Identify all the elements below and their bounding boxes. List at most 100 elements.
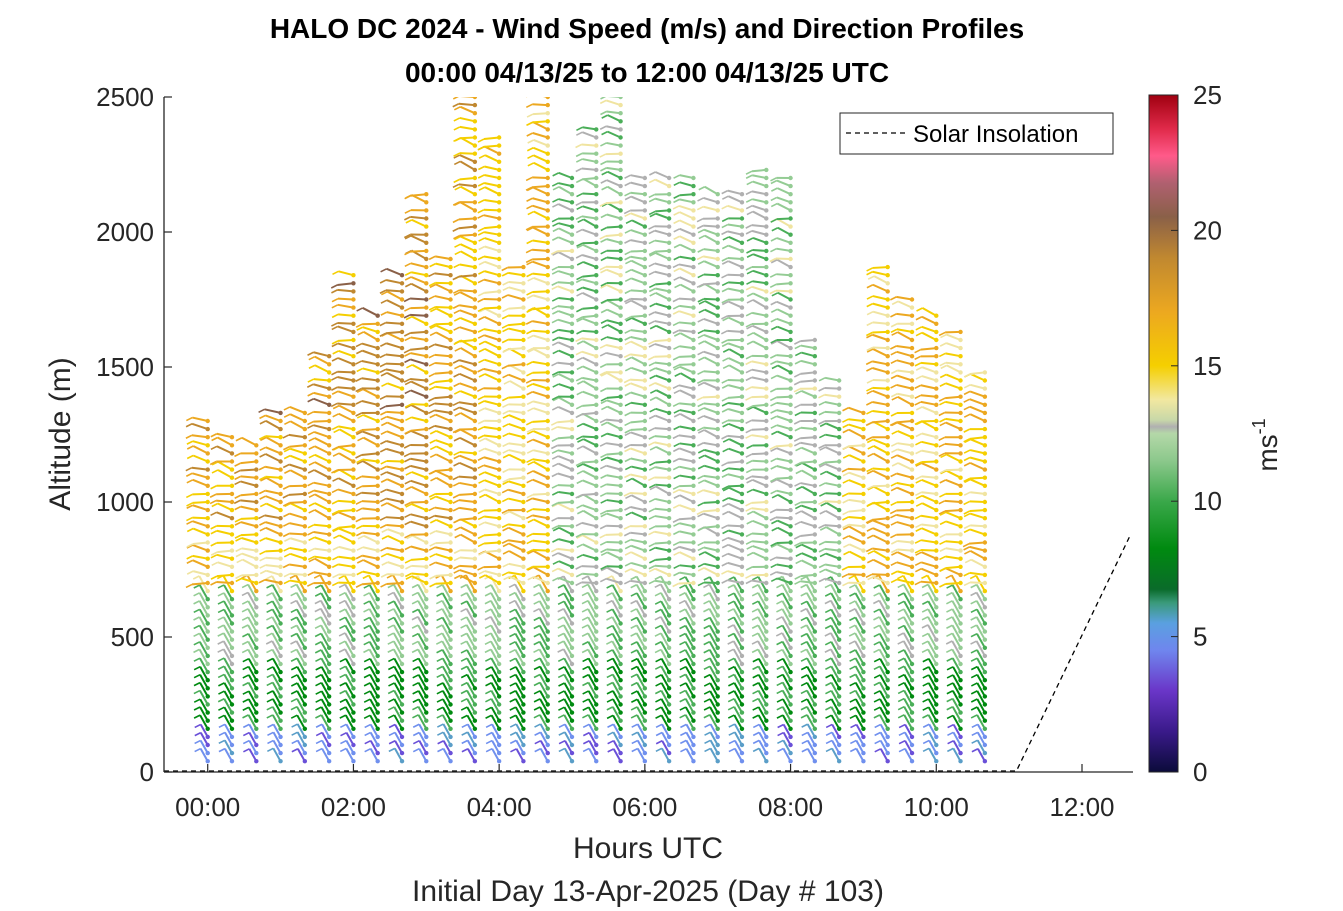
wind-barb [630, 336, 646, 341]
wind-barb-dot [788, 718, 793, 723]
wind-barb-dot [521, 426, 526, 432]
wind-barb-dot [764, 750, 769, 756]
wind-barb-flag [290, 632, 298, 638]
wind-barb-flag [478, 245, 486, 251]
wind-barb-dot [399, 499, 405, 505]
wind-barb [483, 297, 500, 301]
wind-barb-dot [715, 200, 720, 205]
wind-barb-flag [558, 731, 566, 736]
wind-barb-flag [576, 510, 584, 515]
wind-barb-dot [448, 556, 453, 561]
wind-barb-dot [594, 305, 599, 310]
wind-barb [191, 582, 208, 586]
wind-barb-dot [715, 362, 720, 367]
wind-barb [776, 478, 791, 487]
wind-barb [678, 310, 694, 317]
wind-barb-dot [569, 175, 575, 181]
wind-barb-flag [502, 563, 510, 568]
wind-barb-dot [788, 175, 793, 181]
wind-barb-dot [229, 645, 235, 650]
wind-barb-dot [764, 524, 769, 529]
wind-barb-flag [412, 666, 420, 671]
wind-barb [752, 545, 767, 552]
wind-barb [508, 550, 524, 560]
wind-barb [606, 512, 621, 520]
wind-barb-dot [545, 426, 550, 432]
wind-barb-dot [399, 653, 405, 659]
wind-barb-flag [508, 583, 516, 589]
wind-barb [734, 748, 743, 762]
wind-barb-dot [399, 710, 405, 715]
wind-barb [484, 541, 500, 545]
wind-barb [394, 740, 403, 754]
wind-barb-flag [600, 566, 608, 572]
wind-barb-dot [691, 248, 696, 254]
wind-barb-flag [600, 269, 607, 274]
wind-barb-dot [472, 491, 478, 497]
wind-barb-flag [745, 360, 753, 366]
wind-barb-flag [721, 435, 728, 440]
wind-barb-flag [290, 705, 298, 711]
wind-barb [441, 640, 452, 657]
wind-barb-flag [795, 552, 803, 557]
wind-barb [587, 592, 598, 608]
wind-barb-flag [624, 465, 632, 471]
wind-barb-dot [594, 208, 599, 213]
wind-barb [733, 690, 743, 705]
wind-barb-dot [326, 556, 332, 561]
wind-barb-flag [388, 723, 396, 729]
wind-barb-dot [739, 386, 745, 391]
wind-barb-dot [764, 232, 769, 237]
wind-barb-flag [752, 658, 760, 663]
wind-barb [708, 592, 719, 608]
wind-barb [465, 584, 476, 600]
wind-barb-flag [575, 201, 583, 207]
wind-barb-flag [672, 310, 680, 315]
wind-barb [508, 422, 524, 431]
wind-barb [321, 723, 331, 738]
wind-barb-dot [739, 694, 745, 699]
wind-barb-flag [770, 402, 777, 407]
wind-barb-flag [631, 731, 639, 736]
wind-barb [630, 428, 645, 431]
wind-barb-dot [399, 629, 405, 634]
wind-barb-dot [545, 394, 550, 399]
wind-barb-dot [496, 637, 502, 642]
wind-barb [557, 285, 573, 293]
wind-barb-dot [764, 718, 769, 723]
wind-barb-dot [472, 151, 478, 156]
wind-barb [289, 522, 306, 528]
wind-barb-dot [569, 580, 575, 586]
wind-barb-flag [575, 228, 583, 234]
wind-barb-dot [278, 443, 283, 448]
wind-barb [776, 541, 791, 545]
wind-barb-dot [448, 669, 453, 675]
wind-barb [558, 297, 573, 301]
wind-barb-dot [618, 686, 623, 691]
wind-barb-dot [666, 613, 672, 618]
wind-barb-dot [448, 605, 453, 610]
wind-barb-flag [429, 583, 436, 588]
wind-barb-dot [254, 499, 259, 505]
wind-barb-flag [655, 674, 662, 679]
wind-barb [660, 608, 670, 624]
wind-barb-dot [545, 151, 550, 156]
wind-barb [582, 403, 597, 407]
wind-barb-flag [379, 342, 387, 347]
wind-barb-flag [630, 592, 638, 597]
plot-area [164, 97, 1133, 772]
wind-barb [582, 261, 597, 269]
wind-barb-flag [648, 441, 655, 447]
wind-barb-dot [788, 556, 793, 561]
wind-barb [459, 574, 476, 584]
wind-barb [635, 575, 646, 592]
wind-barb-flag [502, 449, 510, 454]
wind-barb-dot [448, 354, 453, 359]
wind-barb-dot [521, 313, 526, 318]
wind-barb [484, 145, 500, 155]
wind-barb-flag [453, 154, 461, 159]
wind-barb-flag [193, 608, 201, 614]
wind-barb [654, 171, 670, 179]
wind-barb [582, 205, 597, 212]
wind-barb-flag [477, 278, 485, 284]
